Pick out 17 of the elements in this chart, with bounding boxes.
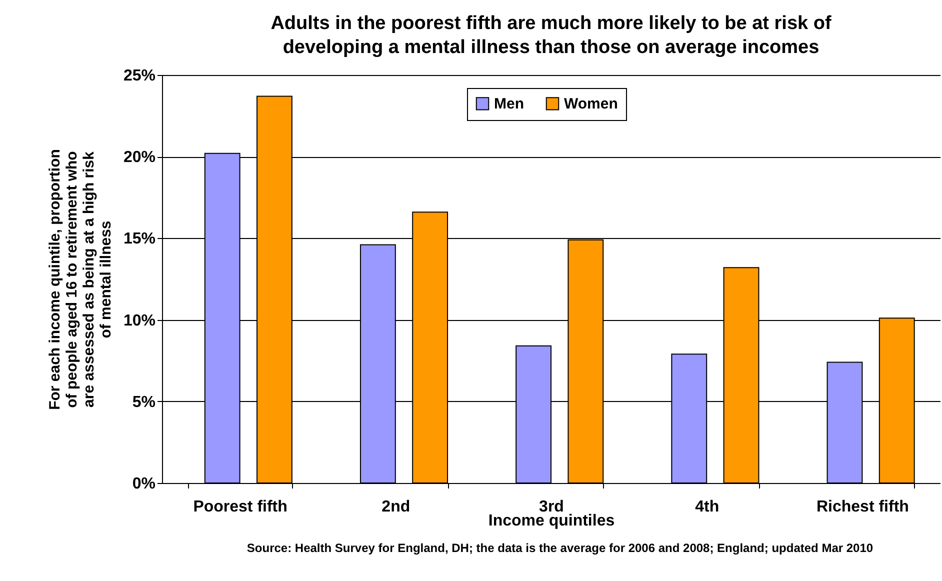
legend-label: Women (564, 96, 618, 113)
x-tick-label: Richest fifth (816, 498, 909, 516)
y-tick-label: 5% (132, 394, 156, 411)
x-tick-label: Poorest fifth (193, 498, 288, 516)
y-axis-title: For each income quintile, proportion of people aged 16 to retirement who are assessed as being at a high risk of mental illness (46, 149, 114, 410)
y-tick-label: 10% (123, 312, 156, 330)
y-tick-label: 20% (123, 149, 156, 166)
x-axis-title: Income quintiles (488, 512, 615, 530)
legend-label: Men (494, 96, 524, 113)
source-note: Source: Health Survey for England, DH; the data is the average for 2006 and 2008; England; updated Mar 2010 (246, 541, 874, 556)
x-tick-label: 4th (695, 498, 720, 516)
chart-title: Adults in the poorest fifth are much more likely to be at risk of developing a mental illness than those on average incomes (270, 13, 832, 58)
x-tick-label: 2nd (382, 498, 410, 516)
x-tick-label: 3rd (539, 498, 564, 516)
y-tick-label: 15% (123, 230, 156, 248)
y-tick-label: 25% (123, 68, 156, 84)
y-tick-label: 0% (132, 476, 156, 492)
